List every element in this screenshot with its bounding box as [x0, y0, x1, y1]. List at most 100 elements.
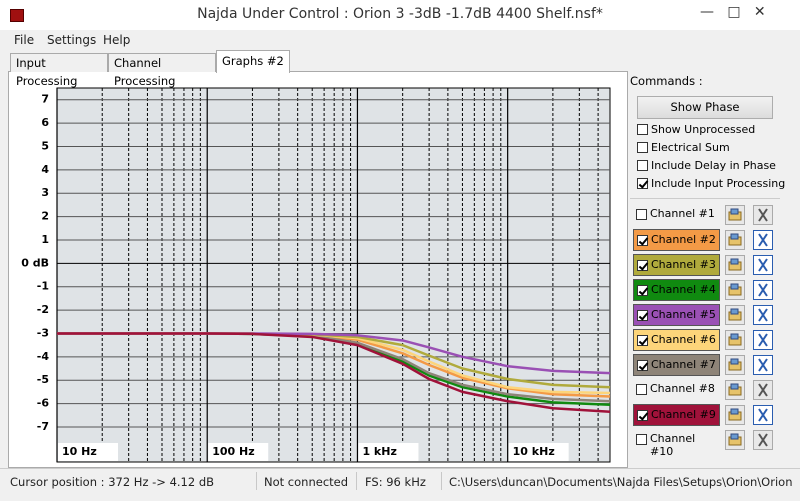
- remove-button[interactable]: [753, 205, 773, 225]
- channel-checkbox[interactable]: [636, 434, 647, 445]
- channel-row: Channel #2: [633, 229, 775, 251]
- window-controls[interactable]: — □ ✕: [700, 4, 766, 20]
- show-phase-button[interactable]: Show Phase: [637, 96, 773, 119]
- folder-icon: [728, 383, 742, 396]
- folder-button[interactable]: [725, 430, 745, 450]
- y-tick-label: 7: [41, 93, 49, 106]
- remove-button[interactable]: [753, 355, 773, 375]
- tab[interactable]: Channel Processing: [108, 53, 216, 88]
- channel-checkbox[interactable]: [637, 335, 648, 346]
- folder-button[interactable]: [725, 305, 745, 325]
- channel-label: Channel #5: [651, 308, 716, 321]
- folder-button[interactable]: [725, 380, 745, 400]
- y-tick-label: -1: [37, 280, 49, 293]
- remove-button[interactable]: [753, 230, 773, 250]
- status-separator: [356, 472, 357, 490]
- menu-item[interactable]: Help: [103, 33, 131, 47]
- y-tick-label: 5: [41, 139, 49, 152]
- tab[interactable]: Input Processing: [10, 53, 108, 88]
- remove-button[interactable]: [753, 305, 773, 325]
- channel-label-box: Channel #8: [633, 379, 720, 401]
- status-field: FS: 96 kHz: [365, 475, 426, 489]
- menu-item[interactable]: File: [14, 33, 35, 47]
- channel-row: Channel #8: [633, 379, 775, 401]
- x-icon: [758, 258, 768, 272]
- channel-checkbox[interactable]: [637, 360, 648, 371]
- folder-button[interactable]: [725, 355, 745, 375]
- channel-label-box: Channel #6: [633, 329, 720, 351]
- option-label: Include Delay in Phase: [651, 159, 776, 172]
- channel-checkbox[interactable]: [636, 209, 647, 220]
- title-bar: Najda Under Control : Orion 3 -3dB -1.7d…: [0, 0, 800, 30]
- y-tick-label: 1: [41, 233, 49, 246]
- remove-button[interactable]: [753, 330, 773, 350]
- response-curve: [57, 332, 611, 413]
- channel-label: Channel #1: [650, 207, 715, 220]
- remove-button[interactable]: [753, 255, 773, 275]
- channel-label: Channel #4: [651, 283, 716, 296]
- x-icon: [758, 408, 768, 422]
- folder-icon: [728, 258, 742, 271]
- y-tick-label: -4: [37, 350, 50, 363]
- folder-button[interactable]: [725, 255, 745, 275]
- folder-icon: [728, 408, 742, 421]
- tab[interactable]: Graphs #2: [216, 50, 290, 73]
- channel-checkbox[interactable]: [637, 235, 648, 246]
- status-field: Not connected: [264, 475, 349, 489]
- folder-icon: [728, 333, 742, 346]
- channel-checkbox[interactable]: [637, 260, 648, 271]
- x-icon: [758, 233, 768, 247]
- folder-button[interactable]: [725, 405, 745, 425]
- remove-button[interactable]: [753, 430, 773, 450]
- status-separator: [441, 472, 442, 490]
- checkbox[interactable]: [637, 178, 648, 189]
- channel-label: Channel #6: [651, 333, 716, 346]
- channel-label-box: Channel #5: [633, 304, 720, 326]
- commands-label: Commands :: [630, 74, 703, 88]
- plot-area: [56, 87, 611, 463]
- channel-row: Channel #3: [633, 254, 775, 276]
- channel-checkbox[interactable]: [637, 410, 648, 421]
- x-label-bg: [508, 443, 569, 461]
- channel-checkbox[interactable]: [636, 384, 647, 395]
- folder-icon: [728, 283, 742, 296]
- channel-row: Channel #10: [633, 429, 775, 458]
- remove-button[interactable]: [753, 280, 773, 300]
- x-icon: [758, 308, 768, 322]
- remove-button[interactable]: [753, 405, 773, 425]
- x-tick-label: 1 kHz: [362, 445, 396, 458]
- channel-label-box: Channel #3: [633, 254, 720, 276]
- option-label: Show Unprocessed: [651, 123, 756, 136]
- checkbox[interactable]: [637, 124, 648, 135]
- folder-button[interactable]: [725, 230, 745, 250]
- y-tick-label: -6: [37, 397, 50, 410]
- checkbox[interactable]: [637, 142, 648, 153]
- x-icon: [758, 433, 768, 447]
- y-tick-label: -2: [37, 303, 49, 316]
- folder-button[interactable]: [725, 280, 745, 300]
- remove-button[interactable]: [753, 380, 773, 400]
- channel-checkbox[interactable]: [637, 310, 648, 321]
- menu-item[interactable]: Settings: [47, 33, 97, 47]
- status-field: Cursor position : 372 Hz -> 4.12 dB: [10, 475, 215, 489]
- channel-label: Channel #10: [650, 432, 696, 458]
- status-separator: [256, 472, 257, 490]
- folder-button[interactable]: [725, 205, 745, 225]
- channel-label-box: Channel #2: [633, 229, 720, 251]
- channel-checkbox[interactable]: [637, 285, 648, 296]
- x-tick-label: 100 Hz: [212, 445, 254, 458]
- checkbox[interactable]: [637, 160, 648, 171]
- channel-label: Channel #9: [651, 408, 716, 421]
- option-label: Electrical Sum: [651, 141, 730, 154]
- folder-button[interactable]: [725, 330, 745, 350]
- option-label: Include Input Processing: [651, 177, 786, 190]
- x-icon: [758, 333, 768, 347]
- x-icon: [758, 383, 768, 397]
- channel-label-box: Channel #7: [633, 354, 720, 376]
- folder-icon: [728, 358, 742, 371]
- folder-icon: [728, 433, 742, 446]
- channel-row: Channel #9: [633, 404, 775, 426]
- y-tick-label: 0 dB: [21, 256, 49, 269]
- x-tick-label: 10 Hz: [62, 445, 97, 458]
- x-icon: [758, 358, 768, 372]
